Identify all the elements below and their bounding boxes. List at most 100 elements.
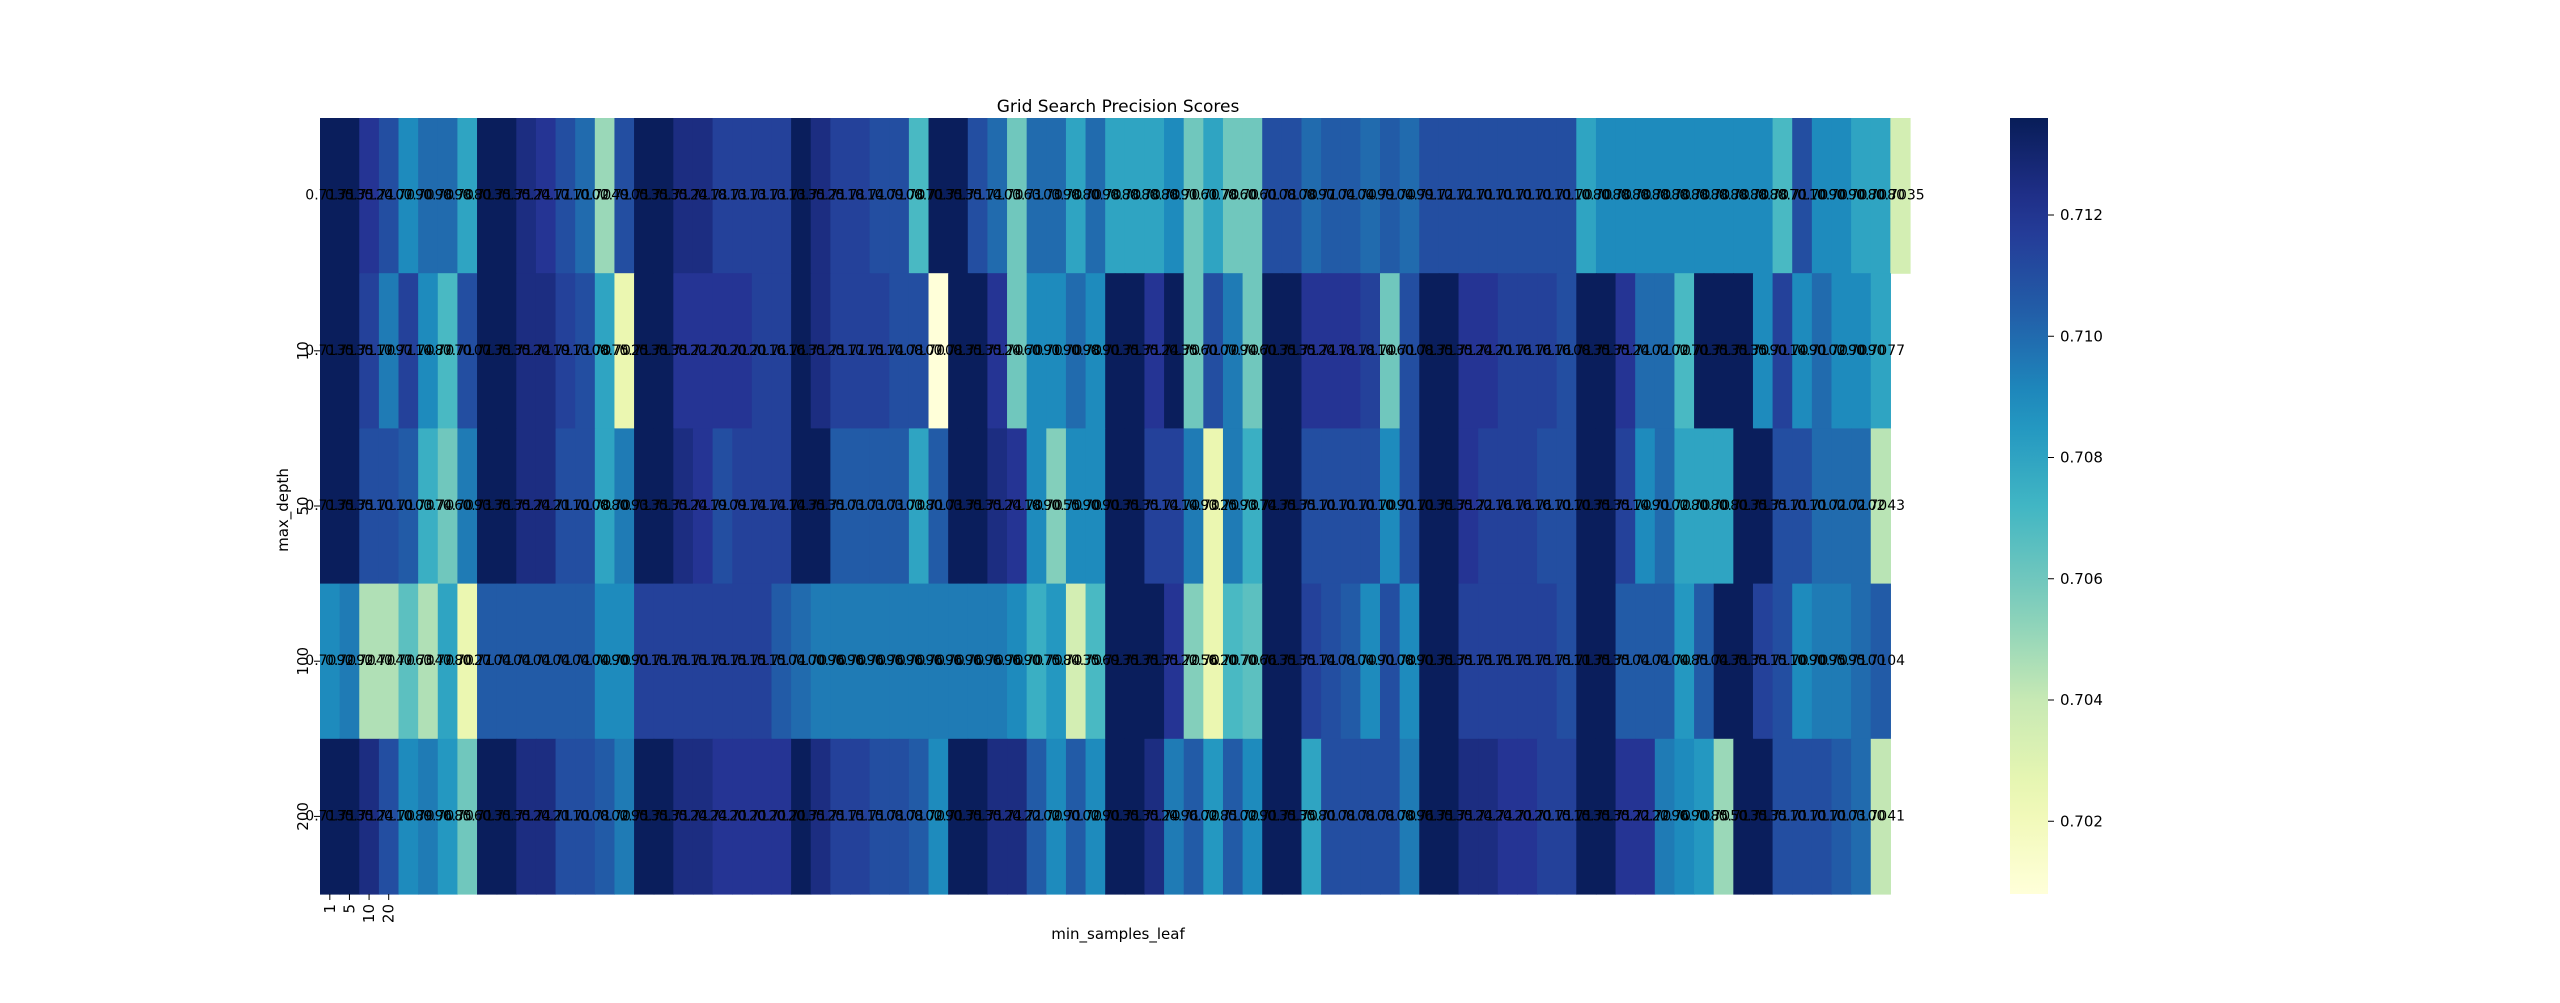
cell-value-label: 0.7113 — [541, 343, 590, 359]
cell-value-label: 0.7135 — [1581, 498, 1630, 514]
heatmap-cell — [339, 738, 360, 895]
heatmap-cell — [1772, 273, 1793, 429]
cell-value-label: 0.7124 — [678, 808, 727, 824]
cell-value-label: 0.7110 — [1778, 188, 1827, 204]
heatmap-cell — [594, 583, 616, 740]
heatmap-cell — [889, 738, 910, 895]
cell-value-label: 0.7135 — [933, 498, 982, 514]
cell-value-label: 0.7063 — [384, 653, 433, 669]
heatmap-cell — [1105, 118, 1126, 274]
heatmap-cell — [457, 738, 478, 895]
cell-value-label: 0.7109 — [698, 498, 747, 514]
cell-value-label: 0.7112 — [1424, 188, 1473, 204]
heatmap-cell — [477, 738, 498, 895]
cell-value-label: 0.7096 — [796, 653, 845, 669]
heatmap-cell — [1811, 428, 1833, 585]
cell-value-label: 0.7103 — [1012, 188, 1061, 204]
heatmap-cell — [516, 583, 537, 740]
cell-value-label: 0.7047 — [345, 653, 394, 669]
heatmap-cell — [1635, 583, 1656, 740]
cell-value-label: 0.7090 — [1817, 343, 1866, 359]
heatmap-cell — [1399, 738, 1420, 895]
cell-value-label: 0.7108 — [875, 343, 924, 359]
heatmap-cell — [692, 738, 714, 895]
cell-value-label: 0.7080 — [580, 498, 629, 514]
cell-value-label: 0.7103 — [973, 188, 1022, 204]
heatmap-cell — [1065, 428, 1087, 585]
heatmap-cell — [1576, 583, 1597, 740]
heatmap-cell — [653, 738, 674, 895]
heatmap-cells — [320, 118, 1911, 895]
heatmap-cell — [1811, 738, 1833, 895]
cell-value-label: 0.7096 — [973, 653, 1022, 669]
cell-value-label: 0.7135 — [1405, 653, 1454, 669]
heatmap-cell — [771, 428, 792, 585]
cell-value-label: 0.7120 — [718, 808, 767, 824]
heatmap-cell — [1340, 583, 1361, 740]
cell-value-label: 0.7102 — [580, 808, 629, 824]
heatmap-cell — [1772, 583, 1793, 740]
heatmap-cell — [1144, 583, 1165, 740]
cell-value-label: 0.7124 — [1463, 808, 1512, 824]
heatmap-cell — [1713, 738, 1734, 895]
heatmap-cell — [751, 738, 773, 895]
cell-value-label: 0.7104 — [1601, 653, 1650, 669]
heatmap-cell — [1281, 428, 1303, 585]
cell-value-label: 0.7089 — [384, 808, 433, 824]
heatmap-cell — [359, 583, 380, 740]
y-axis-title: max_depth — [274, 468, 293, 552]
cell-value-label: 0.7120 — [737, 808, 786, 824]
heatmap-cell — [320, 118, 341, 274]
cell-value-label: 0.7135 — [776, 188, 825, 204]
heatmap-cell — [1105, 428, 1126, 585]
heatmap-cell — [1321, 428, 1342, 585]
cell-value-label: 0.7080 — [1660, 498, 1709, 514]
heatmap-cell — [320, 583, 341, 740]
cell-value-label: 0.7104 — [1326, 188, 1375, 204]
cell-value-label: 0.7096 — [835, 653, 884, 669]
heatmap-cell — [1811, 118, 1833, 274]
cell-value-label: 0.7060 — [1228, 188, 1277, 204]
cell-value-label: 0.7135 — [796, 498, 845, 514]
heatmap-cell — [1301, 118, 1322, 274]
cell-value-label: 0.7088 — [1699, 188, 1748, 204]
heatmap-cell — [1046, 273, 1067, 429]
heatmap-cell — [1360, 583, 1381, 740]
heatmap-cell — [1085, 118, 1106, 274]
heatmap-cell — [575, 583, 596, 740]
heatmap-cell — [320, 428, 341, 585]
heatmap-cell — [653, 118, 674, 274]
heatmap-cell — [339, 118, 360, 274]
cell-value-label: 0.7118 — [1306, 343, 1355, 359]
cell-value-label: 0.7122 — [1621, 808, 1670, 824]
heatmap-cell — [1281, 118, 1303, 274]
cell-value-label: 0.7088 — [1091, 188, 1140, 204]
cell-value-label: 0.7085 — [1660, 653, 1709, 669]
cell-value-label: 0.7135 — [482, 343, 531, 359]
heatmap-cell — [516, 118, 537, 274]
heatmap-cell — [1380, 428, 1401, 585]
heatmap-cell — [1438, 583, 1460, 740]
cell-value-label: 0.7088 — [1110, 188, 1159, 204]
heatmap-cell — [1615, 738, 1636, 895]
cell-value-label: 0.7118 — [816, 188, 865, 204]
heatmap-cell — [1694, 428, 1715, 585]
cell-value-label: 0.7108 — [855, 808, 904, 824]
cell-value-label: 0.7110 — [1503, 188, 1552, 204]
cell-value-label: 0.7110 — [1522, 188, 1571, 204]
heatmap-cell — [398, 738, 419, 895]
heatmap-cell — [987, 118, 1008, 274]
cell-value-label: 0.7115 — [835, 343, 884, 359]
heatmap-cell — [1399, 428, 1420, 585]
cell-value-label: 0.7135 — [776, 343, 825, 359]
heatmap-cell — [1733, 583, 1754, 740]
cell-value-label: 0.7115 — [1444, 653, 1493, 669]
heatmap-cell — [1183, 583, 1204, 740]
cell-value-label: 0.7047 — [403, 653, 452, 669]
heatmap-cell — [869, 273, 890, 429]
heatmap-cell — [1007, 583, 1028, 740]
cell-value-label: 0.7100 — [1836, 808, 1885, 824]
cell-value-label: 0.7102 — [1051, 808, 1100, 824]
heatmap-cell — [1007, 738, 1028, 895]
heatmap-cell — [614, 738, 635, 895]
